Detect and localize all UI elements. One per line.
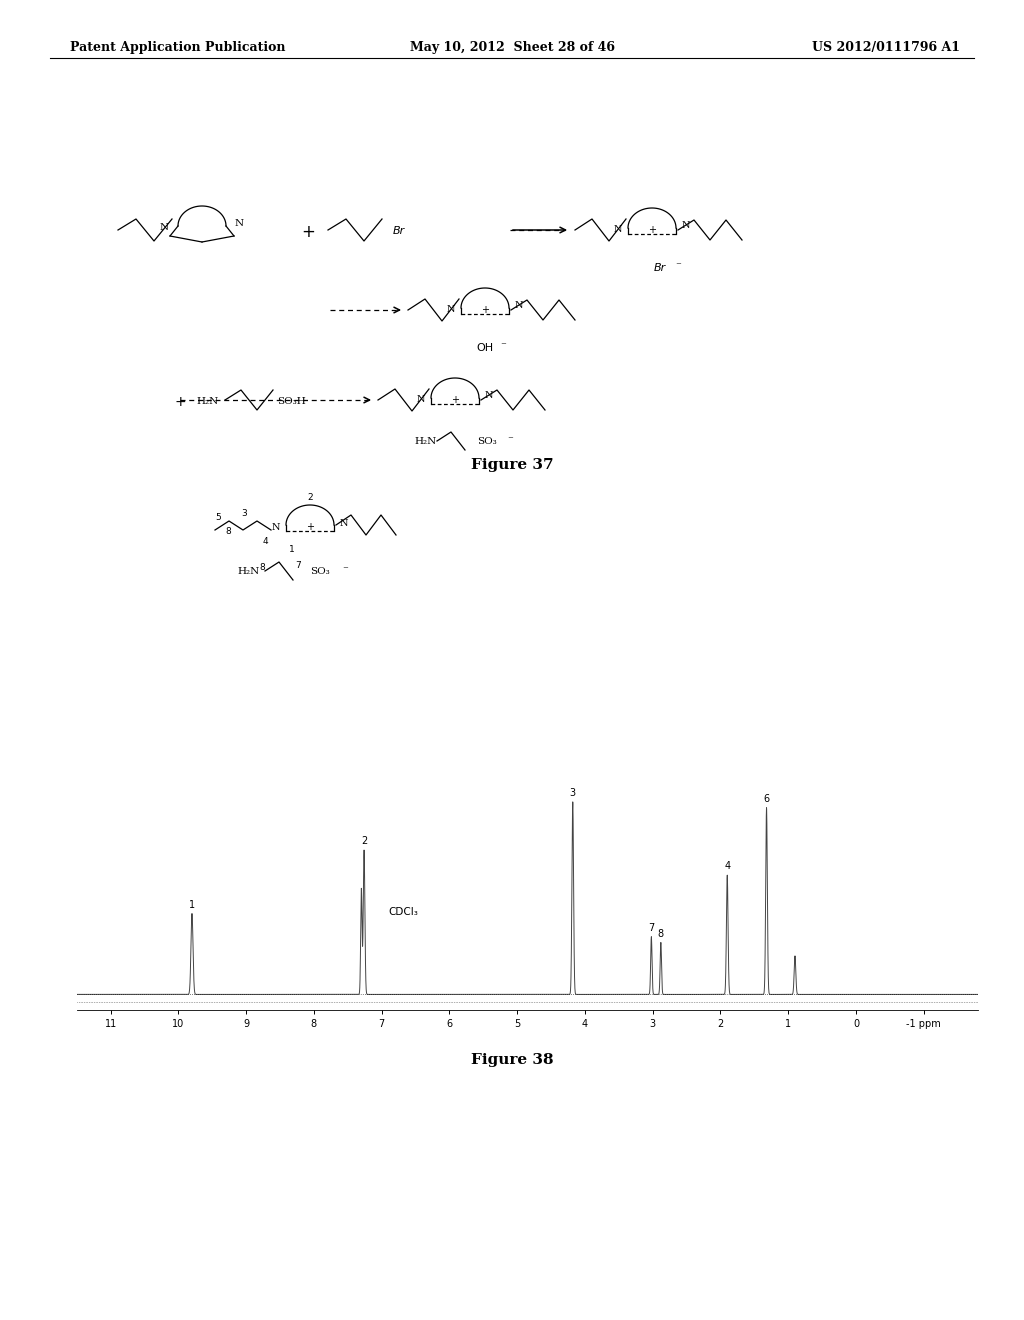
Text: Patent Application Publication: Patent Application Publication — [70, 41, 286, 54]
Text: ⁻: ⁻ — [342, 565, 348, 576]
Text: OH: OH — [476, 343, 494, 352]
Text: Figure 37: Figure 37 — [471, 458, 553, 473]
Text: CDCl₃: CDCl₃ — [388, 907, 419, 916]
Text: H₂N: H₂N — [238, 568, 260, 577]
Text: 6: 6 — [764, 793, 770, 804]
Text: 3: 3 — [569, 788, 575, 799]
Text: 7: 7 — [648, 923, 654, 933]
Text: 5: 5 — [215, 513, 221, 523]
Text: 1: 1 — [188, 900, 195, 909]
Text: N: N — [340, 519, 348, 528]
Text: May 10, 2012  Sheet 28 of 46: May 10, 2012 Sheet 28 of 46 — [410, 41, 614, 54]
Text: SO₃H: SO₃H — [278, 397, 306, 407]
Text: 8: 8 — [225, 528, 230, 536]
Text: N: N — [160, 223, 169, 232]
Text: 7: 7 — [295, 561, 301, 570]
Text: ⁻: ⁻ — [500, 341, 506, 351]
Text: SO₃: SO₃ — [310, 568, 330, 577]
Text: +: + — [648, 224, 656, 235]
Text: H₂N: H₂N — [415, 437, 437, 446]
Text: 8: 8 — [259, 564, 265, 573]
Text: 2: 2 — [307, 492, 312, 502]
Text: Br: Br — [393, 226, 406, 236]
Text: +: + — [301, 223, 315, 242]
Text: 1: 1 — [289, 544, 295, 553]
Text: +: + — [451, 395, 459, 405]
Text: +: + — [306, 521, 314, 532]
Text: N: N — [515, 301, 523, 310]
Text: 4: 4 — [724, 861, 730, 871]
Text: N: N — [271, 523, 280, 532]
Text: +: + — [174, 395, 185, 409]
Text: N: N — [446, 305, 455, 314]
Text: Figure 38: Figure 38 — [471, 1053, 553, 1067]
Text: N: N — [682, 222, 690, 231]
Text: ⁻: ⁻ — [675, 261, 681, 271]
Text: N: N — [613, 226, 622, 235]
Text: SO₃: SO₃ — [477, 437, 497, 446]
Text: 8: 8 — [657, 928, 664, 939]
Text: N: N — [417, 396, 425, 404]
Text: US 2012/0111796 A1: US 2012/0111796 A1 — [812, 41, 961, 54]
Text: 4: 4 — [262, 537, 268, 546]
Text: H₂N: H₂N — [196, 397, 218, 407]
Text: N: N — [485, 392, 494, 400]
Text: Br: Br — [654, 263, 667, 273]
Text: 3: 3 — [241, 510, 247, 519]
Text: 2: 2 — [360, 836, 368, 846]
Text: +: + — [481, 305, 489, 315]
Text: N: N — [234, 219, 244, 228]
Text: ⁻: ⁻ — [507, 436, 513, 445]
